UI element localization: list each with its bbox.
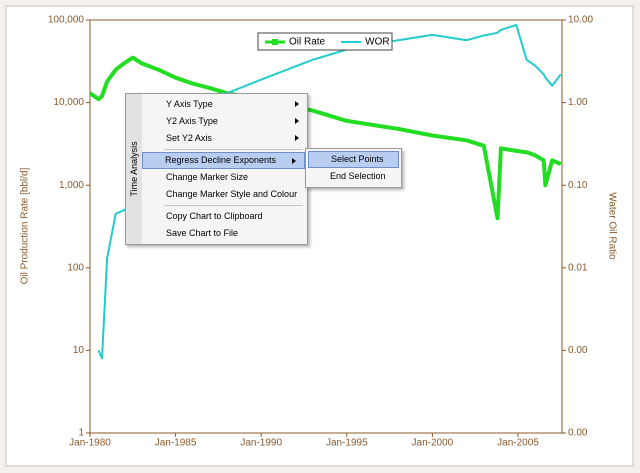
y-tick-label: 10 bbox=[73, 345, 85, 356]
submenu: Select PointsEnd Selection bbox=[305, 148, 402, 188]
x-tick-label: Jan-2005 bbox=[497, 438, 539, 449]
menu-item-label: Y2 Axis Type bbox=[166, 116, 218, 126]
menu-separator bbox=[164, 205, 303, 206]
menu-item-label: Change Marker Style and Colour bbox=[166, 189, 297, 199]
menu-item-label: Copy Chart to Clipboard bbox=[166, 211, 263, 221]
submenu-arrow bbox=[295, 101, 299, 107]
menu-item-label: Save Chart to File bbox=[166, 228, 238, 238]
menu-item[interactable]: Y Axis Type bbox=[126, 96, 307, 113]
x-tick-label: Jan-2000 bbox=[412, 438, 454, 449]
submenu-item[interactable]: Select Points bbox=[308, 151, 399, 168]
submenu-arrow bbox=[295, 118, 299, 124]
x-tick-label: Jan-1985 bbox=[155, 438, 197, 449]
y2-tick-label: 10.00 bbox=[568, 15, 593, 26]
menu-item-label: Y Axis Type bbox=[166, 99, 213, 109]
submenu-arrow bbox=[295, 135, 299, 141]
menu-item-label: Regress Decline Exponents bbox=[165, 155, 276, 165]
menu-item[interactable]: Regress Decline Exponents bbox=[142, 152, 305, 169]
context-menu: Time Analysis Y Axis TypeY2 Axis TypeSet… bbox=[125, 93, 308, 245]
x-tick-label: Jan-1995 bbox=[326, 438, 368, 449]
x-tick-label: Jan-1990 bbox=[240, 438, 282, 449]
y2-tick-label: 0.10 bbox=[568, 180, 588, 191]
menu-item-label: Set Y2 Axis bbox=[166, 133, 212, 143]
legend-marker bbox=[272, 39, 278, 45]
y-tick-label: 100,000 bbox=[48, 15, 85, 26]
y2-tick-label: 1.00 bbox=[568, 97, 588, 108]
menu-item[interactable]: Set Y2 Axis bbox=[126, 130, 307, 147]
menu-item[interactable]: Change Marker Style and Colour bbox=[126, 186, 307, 203]
menu-item[interactable]: Save Chart to File bbox=[126, 225, 307, 242]
menu-item-label: Change Marker Size bbox=[166, 172, 248, 182]
legend-label: WOR bbox=[365, 37, 389, 48]
y2-tick-label: 0.00 bbox=[568, 345, 588, 356]
y2-tick-label: 0.00 bbox=[568, 428, 588, 439]
menu-separator bbox=[164, 149, 303, 150]
y-tick-label: 100 bbox=[67, 262, 84, 273]
y2-axis-title: Water Oil Ratio bbox=[606, 192, 617, 260]
x-tick-label: Jan-1980 bbox=[69, 438, 111, 449]
legend-label: Oil Rate bbox=[289, 37, 326, 48]
submenu-item[interactable]: End Selection bbox=[306, 168, 401, 185]
menu-item[interactable]: Y2 Axis Type bbox=[126, 113, 307, 130]
menu-item[interactable]: Change Marker Size bbox=[126, 169, 307, 186]
y-tick-label: 10,000 bbox=[53, 97, 84, 108]
y-tick-label: 1,000 bbox=[59, 180, 84, 191]
y2-tick-label: 0.01 bbox=[568, 262, 588, 273]
menu-item[interactable]: Copy Chart to Clipboard bbox=[126, 208, 307, 225]
y-axis-title: Oil Production Rate [bbl/d] bbox=[20, 167, 31, 284]
submenu-arrow bbox=[292, 158, 296, 164]
